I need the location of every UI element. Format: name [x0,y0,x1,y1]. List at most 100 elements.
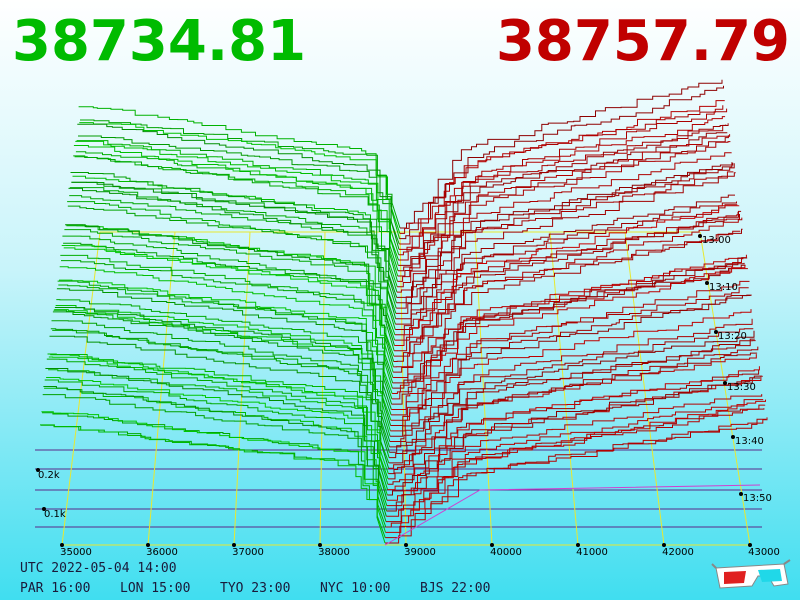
price-tick [490,543,494,547]
bid-curve [54,309,391,432]
bid-curve [55,305,392,421]
zone-time: BJS 22:00 [420,581,490,596]
depth-tick [36,468,40,472]
ask-curve [399,100,725,245]
bid-price: 38734.81 [12,9,306,74]
price-label: 40000 [490,547,522,558]
bid-curve [62,235,394,367]
price-label: 43000 [748,547,780,558]
ask-curve [388,346,759,480]
bid-curve [49,335,390,469]
ask-curve [391,268,748,411]
ask-curve [395,172,736,325]
bid-curve [59,266,393,389]
price-label: 39000 [404,547,436,558]
price-label: 36000 [146,547,178,558]
ask-curve [389,338,755,459]
time-label: 13:50 [743,493,772,504]
ask-curve [387,377,761,496]
ask-price: 38757.79 [496,9,790,74]
utc-time: UTC 2022-05-04 14:00 [20,561,177,576]
time-tick [705,281,709,285]
ask-curve [393,217,743,368]
bid-curve [59,279,393,394]
time-tick [723,381,727,385]
time-label: 13:20 [718,331,747,342]
bid-curve [79,122,401,234]
ask-curve [399,85,724,240]
bid-curve [56,288,392,410]
bid-curve [60,254,394,383]
ask-curve [393,210,742,362]
ask-curve [397,123,729,272]
bid-curve [44,387,388,512]
ask-curve [389,328,754,448]
ask-curve [390,294,752,437]
ask-curve [391,257,748,405]
bid-curve [80,119,401,229]
bid-curve [69,195,397,314]
bid-curve [50,354,390,464]
bid-curve [69,187,397,309]
ask-curve [394,205,740,346]
ask-curve [386,399,764,517]
bid-curve [77,123,400,250]
ask-curve [390,295,751,427]
price-label: 35000 [60,547,92,558]
bid-curve [48,369,389,480]
price-label: 37000 [232,547,264,558]
price-label: 38000 [318,547,350,558]
price-tick [60,543,64,547]
ask-curve [391,254,747,400]
bid-curve [44,379,388,506]
time-tick [731,435,735,439]
time-label: 13:30 [727,382,756,393]
price-tick [576,543,580,547]
price-tick [146,543,150,547]
ask-curve [386,394,763,507]
time-label: 13:10 [709,282,738,293]
time-tick [698,234,702,238]
bid-curve [42,412,387,528]
price-grid-line [319,231,326,546]
bid-curve [75,140,399,266]
depth-label: 0.1k [44,509,66,520]
ask-curve [397,141,731,288]
depth-curves [40,79,768,546]
ask-curve [386,408,765,523]
ask-curve [392,262,745,384]
ask-floor [384,484,761,546]
bid-curve [48,356,389,474]
ask-curve [396,162,733,298]
ask-curve [393,228,743,373]
ask-curve [395,163,735,314]
bid-curve [47,353,389,485]
bid-curve [53,309,391,437]
bid-curve [41,411,386,533]
bid-curve [52,329,391,448]
zone-time: PAR 16:00 [20,581,90,596]
depth-tick [42,507,46,511]
ask-curve [388,354,757,469]
zone-time: TYO 23:00 [220,581,290,596]
bid-curve [73,155,398,282]
ask-curve [395,194,735,320]
price-label: 41000 [576,547,608,558]
bid-curve [67,201,396,330]
bid-curve [68,187,397,319]
bid-curve [40,424,386,544]
axis-labels: 35000 36000 37000 38000 39000 40000 41000 42000… [36,234,780,558]
ask-curve [399,105,724,234]
ask-curve [392,264,746,395]
bid-curve [65,224,396,341]
bid-curve [46,358,389,490]
time-tick [739,492,743,496]
bid-curve [67,205,396,325]
time-label: 13:00 [702,235,731,246]
bid-curve [73,145,399,277]
bid-curve [57,280,393,405]
bid-curve [46,377,388,496]
zone-time: LON 15:00 [120,581,190,596]
stereo-glasses-icon[interactable] [711,559,791,589]
depth-label: 0.2k [38,470,60,481]
